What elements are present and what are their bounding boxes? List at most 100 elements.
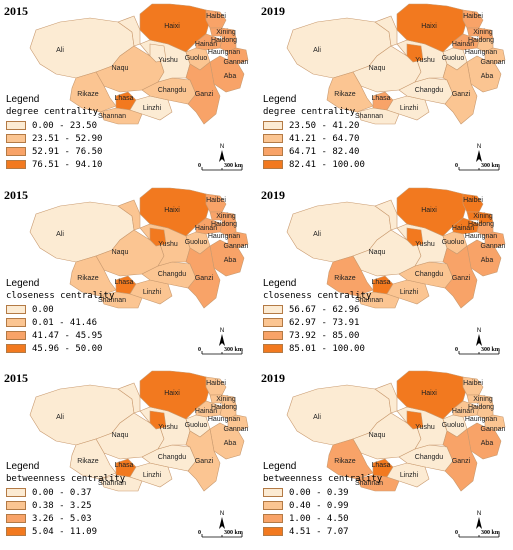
region-shannan	[99, 291, 143, 309]
region-label: Haungnan	[208, 49, 240, 56]
region-label: Haixi	[164, 390, 180, 397]
region-label: Haungnan	[465, 49, 497, 56]
region-rikaze	[69, 438, 117, 480]
legend-range-label: 0.00 - 0.37	[32, 487, 92, 498]
legend: Legend closeness centrality 56.67 - 62.96 6…	[263, 278, 371, 355]
legend-swatch	[6, 147, 26, 156]
legend-title: Legend	[263, 461, 297, 472]
legend-row: 0.00	[6, 303, 114, 316]
legend-row: 4.51 - 7.07	[263, 525, 382, 538]
legend-swatch	[263, 514, 283, 523]
legend-row: 64.71 - 82.40	[263, 145, 365, 158]
north-arrow-icon	[476, 150, 482, 162]
north-label: N	[220, 144, 224, 150]
region-label: Hainan	[195, 225, 217, 232]
legend-range-label: 23.51 - 52.90	[32, 133, 103, 144]
region-label: Haidong	[211, 404, 237, 411]
legend: Legend betweenness centrality 0.00 - 0.37 0…	[6, 461, 125, 538]
legend-range-label: 76.51 - 94.10	[32, 159, 103, 170]
map-panel: Ali Naqu Rikaze Lhasa Shannan Linzhi Changdu Yu…	[0, 367, 256, 550]
region-linzhi	[129, 95, 173, 121]
region-huangnan	[476, 221, 494, 237]
legend-row: 73.92 - 85.00	[263, 329, 371, 342]
region-label: Changdu	[415, 271, 444, 278]
region-huangnan	[476, 37, 494, 53]
legend-row: 52.91 - 76.50	[6, 145, 102, 158]
region-label: Rikaze	[77, 91, 99, 98]
legend-row: 41.21 - 64.70	[263, 132, 365, 145]
legend-range-label: 41.21 - 64.70	[289, 133, 360, 144]
region-label: Haibei	[463, 13, 483, 20]
legend-range-label: 0.00 - 23.50	[32, 120, 98, 131]
region-map: Ali Naqu Rikaze Lhasa Shannan Linzhi Changdu Yu…	[29, 370, 249, 492]
legend-swatch	[263, 305, 283, 314]
region-label: Gannan	[224, 243, 249, 250]
region-label: Naqu	[112, 432, 129, 439]
region-label: Gannan	[481, 243, 506, 250]
region-label: Gannan	[481, 426, 506, 433]
scale-distance: 300 km	[481, 163, 500, 169]
scale-bar: N 0 300 km	[455, 511, 500, 538]
legend-metric: degree centrality	[263, 107, 356, 117]
north-arrow-icon	[476, 517, 482, 529]
panel-year: 2019	[261, 371, 285, 385]
north-arrow-icon	[219, 150, 225, 162]
legend-swatch	[263, 331, 283, 340]
region-shannan	[356, 474, 400, 492]
region-label: Lhasa	[371, 462, 390, 469]
legend-swatch	[6, 527, 26, 536]
panel-year: 2019	[261, 188, 285, 202]
region-label: Yushu	[158, 57, 178, 64]
region-label: Guoluo	[442, 55, 465, 62]
scale-zero: 0	[455, 530, 458, 536]
region-ganzi	[442, 61, 478, 125]
region-label: Ganzi	[452, 91, 471, 98]
region-label: Xining	[216, 29, 236, 36]
legend: Legend closeness centrality 0.00 0.01 - 41.…	[6, 278, 114, 355]
legend-range-label: 64.71 - 82.40	[289, 146, 360, 157]
region-rikaze	[326, 438, 374, 480]
legend-swatch	[6, 344, 26, 353]
legend: Legend degree centrality 23.50 - 41.20 41.2…	[263, 94, 365, 171]
region-label: Ganzi	[195, 91, 214, 98]
region-label: Linzhi	[143, 105, 162, 112]
scale-bar: N 0 300 km	[455, 144, 500, 171]
map-panel: Ali Naqu Rikaze Lhasa Shannan Linzhi Changdu Yu…	[257, 0, 513, 183]
legend-range-label: 82.41 - 100.00	[289, 159, 365, 170]
region-label: Ganzi	[195, 275, 214, 282]
region-label: Lhasa	[114, 279, 133, 286]
map-panel: Ali Naqu Rikaze Lhasa Shannan Linzhi Changdu Yu…	[257, 367, 513, 550]
region-label: Ganzi	[195, 458, 214, 465]
panel-year: 2015	[4, 4, 28, 18]
legend-swatch	[263, 501, 283, 510]
region-label: Lhasa	[114, 95, 133, 102]
north-label: N	[220, 328, 224, 334]
region-label: Xining	[216, 213, 236, 220]
region-label: Haidong	[468, 221, 494, 228]
region-label: Yushu	[158, 241, 178, 248]
region-label: Yushu	[415, 57, 435, 64]
region-label: Haidong	[211, 221, 237, 228]
legend-title: Legend	[263, 278, 297, 289]
region-label: Xining	[473, 29, 493, 36]
north-label: N	[477, 328, 481, 334]
region-golmud	[406, 43, 424, 63]
region-label: Rikaze	[77, 458, 99, 465]
scale-zero: 0	[198, 530, 201, 536]
scale-bar: N 0 300 km	[198, 328, 243, 355]
scale-distance: 300 km	[481, 347, 500, 353]
region-label: Naqu	[112, 65, 129, 72]
legend-range-label: 0.00	[32, 304, 54, 315]
region-label: Guoluo	[185, 239, 208, 246]
legend-row: 0.38 - 3.25	[6, 499, 125, 512]
north-label: N	[477, 511, 481, 517]
legend-row: 62.97 - 73.91	[263, 316, 371, 329]
legend-range-label: 0.38 - 3.25	[32, 500, 92, 511]
north-arrow-icon	[219, 517, 225, 529]
region-label: Haibei	[206, 380, 226, 387]
region-label: Naqu	[369, 432, 386, 439]
legend-range-label: 41.47 - 45.95	[32, 330, 103, 341]
region-shannan	[356, 107, 400, 125]
region-label: Haibei	[463, 380, 483, 387]
region-label: Linzhi	[400, 105, 419, 112]
